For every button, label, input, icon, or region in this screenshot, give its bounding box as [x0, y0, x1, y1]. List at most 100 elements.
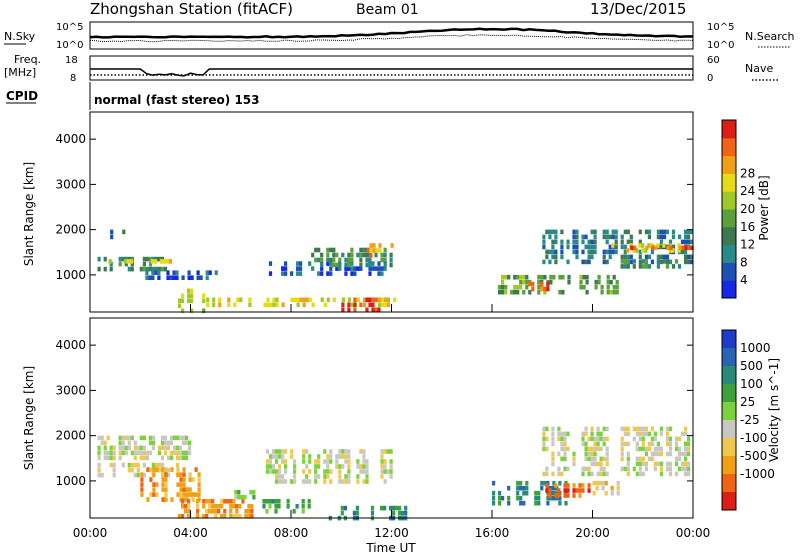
- heatmap-cell-3: [244, 509, 248, 514]
- heatmap-cell-11: [604, 490, 608, 496]
- heatmap-cell-12: [575, 229, 579, 235]
- heatmap-cell-7: [326, 459, 330, 464]
- heatmap-cell-1: [163, 435, 168, 441]
- heatmap-cell-0: [136, 462, 140, 468]
- colorbar-swatch: [722, 262, 736, 281]
- heatmap-cell-2: [164, 477, 168, 482]
- heatmap-cell-12: [684, 234, 688, 240]
- heatmap-cell-7: [365, 459, 369, 464]
- heatmap-cell-4: [202, 293, 206, 299]
- nave-tick-top: 60: [707, 55, 720, 66]
- heatmap-cell-7: [317, 454, 321, 459]
- heatmap-cell-3: [172, 275, 176, 280]
- heatmap-cell-10: [582, 274, 586, 280]
- heatmap-cell-10: [623, 431, 627, 437]
- heatmap-cell-3: [175, 275, 179, 280]
- heatmap-cell-3: [187, 514, 191, 519]
- time-axis-label: Time UT: [365, 541, 416, 554]
- heatmap-cell-2: [149, 467, 153, 472]
- heatmap-cell-2: [164, 492, 168, 497]
- heatmap-cell-2: [149, 477, 153, 482]
- heatmap-cell-7: [338, 464, 342, 469]
- heatmap-cell-7: [326, 474, 330, 479]
- heatmap-cell-6: [359, 266, 363, 271]
- heatmap-cell-7: [274, 449, 279, 454]
- heatmap-cell-6: [290, 271, 294, 276]
- heatmap-cell-15: [623, 264, 627, 269]
- heatmap-cell-8: [335, 262, 339, 268]
- heatmap-cell-6: [370, 505, 375, 511]
- heatmap-cell-3: [208, 504, 212, 509]
- heatmap-cell-1: [163, 445, 168, 451]
- heatmap-cell-8: [516, 485, 520, 491]
- heatmap-cell-2: [188, 477, 192, 482]
- x-tick-label: 04:00: [173, 526, 208, 540]
- heatmap-cell-3: [235, 509, 239, 514]
- heatmap-cell-7: [371, 297, 375, 303]
- heatmap-cell-12: [551, 249, 555, 255]
- heatmap-cell-2: [179, 477, 183, 482]
- heatmap-cell-15: [656, 264, 660, 269]
- heatmap-cell-12: [671, 229, 676, 235]
- heatmap-cell-12: [566, 244, 570, 250]
- heatmap-cell-13: [641, 243, 645, 248]
- heatmap-cell-3: [250, 504, 254, 509]
- heatmap-cell-6: [377, 266, 381, 271]
- heatmap-cell-8: [519, 485, 523, 491]
- y-tick-label: 1000: [55, 474, 86, 488]
- heatmap-cell-6: [311, 266, 315, 271]
- heatmap-cell-0: [148, 266, 152, 272]
- heatmap-cell-5: [248, 302, 252, 308]
- heatmap-cell-9: [372, 248, 376, 253]
- colorbar-swatch: [722, 191, 736, 210]
- heatmap-cell-7: [359, 302, 363, 308]
- heatmap-cell-7: [271, 454, 276, 459]
- heatmap-cell-6: [296, 261, 300, 266]
- heatmap-cell-10: [626, 456, 630, 462]
- colorbar-frame: [721, 119, 737, 299]
- heatmap-cell-10: [605, 461, 609, 467]
- heatmap-cell-10: [606, 289, 610, 295]
- heatmap-cell-10: [593, 446, 597, 452]
- heatmap-cell-12: [644, 254, 648, 260]
- heatmap-cell-8: [492, 495, 496, 501]
- heatmap-cell-3: [250, 514, 254, 519]
- heatmap-cell-10: [647, 441, 651, 447]
- heatmap-cell-8: [326, 247, 330, 253]
- heatmap-cell-8: [368, 262, 372, 268]
- heatmap-cell-3: [232, 514, 236, 519]
- heatmap-cell-10: [687, 441, 691, 447]
- heatmap-cell-10: [674, 461, 679, 467]
- heatmap-cell-10: [585, 279, 589, 285]
- heatmap-cell-9: [390, 243, 394, 248]
- heatmap-cell-0: [103, 256, 107, 262]
- heatmap-cell-6: [268, 261, 273, 266]
- heatmap-cell-12: [590, 249, 594, 255]
- heatmap-cell-10: [626, 461, 630, 467]
- heatmap-cell-10: [593, 436, 597, 442]
- heatmap-cell-5: [311, 302, 315, 308]
- heatmap-cell-9: [578, 483, 582, 488]
- heatmap-cell-1: [139, 435, 143, 441]
- heatmap-cell-10: [680, 466, 685, 472]
- heatmap-cell-3: [169, 275, 173, 280]
- heatmap-cell-10: [560, 431, 564, 437]
- heatmap-cell-7: [356, 479, 360, 484]
- heatmap-cell-3: [187, 499, 191, 504]
- heatmap-cell-1: [185, 435, 189, 441]
- heatmap-cell-9: [572, 493, 576, 498]
- heatmap-cell-7: [356, 459, 360, 464]
- heatmap-cell-4: [243, 494, 247, 500]
- heatmap-cell-2: [182, 472, 186, 477]
- heatmap-cell-2: [168, 259, 173, 264]
- heatmap-cell-12: [687, 229, 691, 235]
- heatmap-cell-6: [398, 505, 402, 511]
- heatmap-cell-7: [380, 454, 384, 459]
- heatmap-cell-1: [136, 445, 140, 451]
- heatmap-cell-13: [635, 248, 639, 253]
- heatmap-cell-12: [605, 234, 609, 240]
- heatmap-cell-2: [164, 467, 168, 472]
- heatmap-cell-10: [522, 289, 526, 295]
- heatmap-cell-1: [169, 435, 174, 441]
- heatmap-cell-10: [606, 284, 610, 290]
